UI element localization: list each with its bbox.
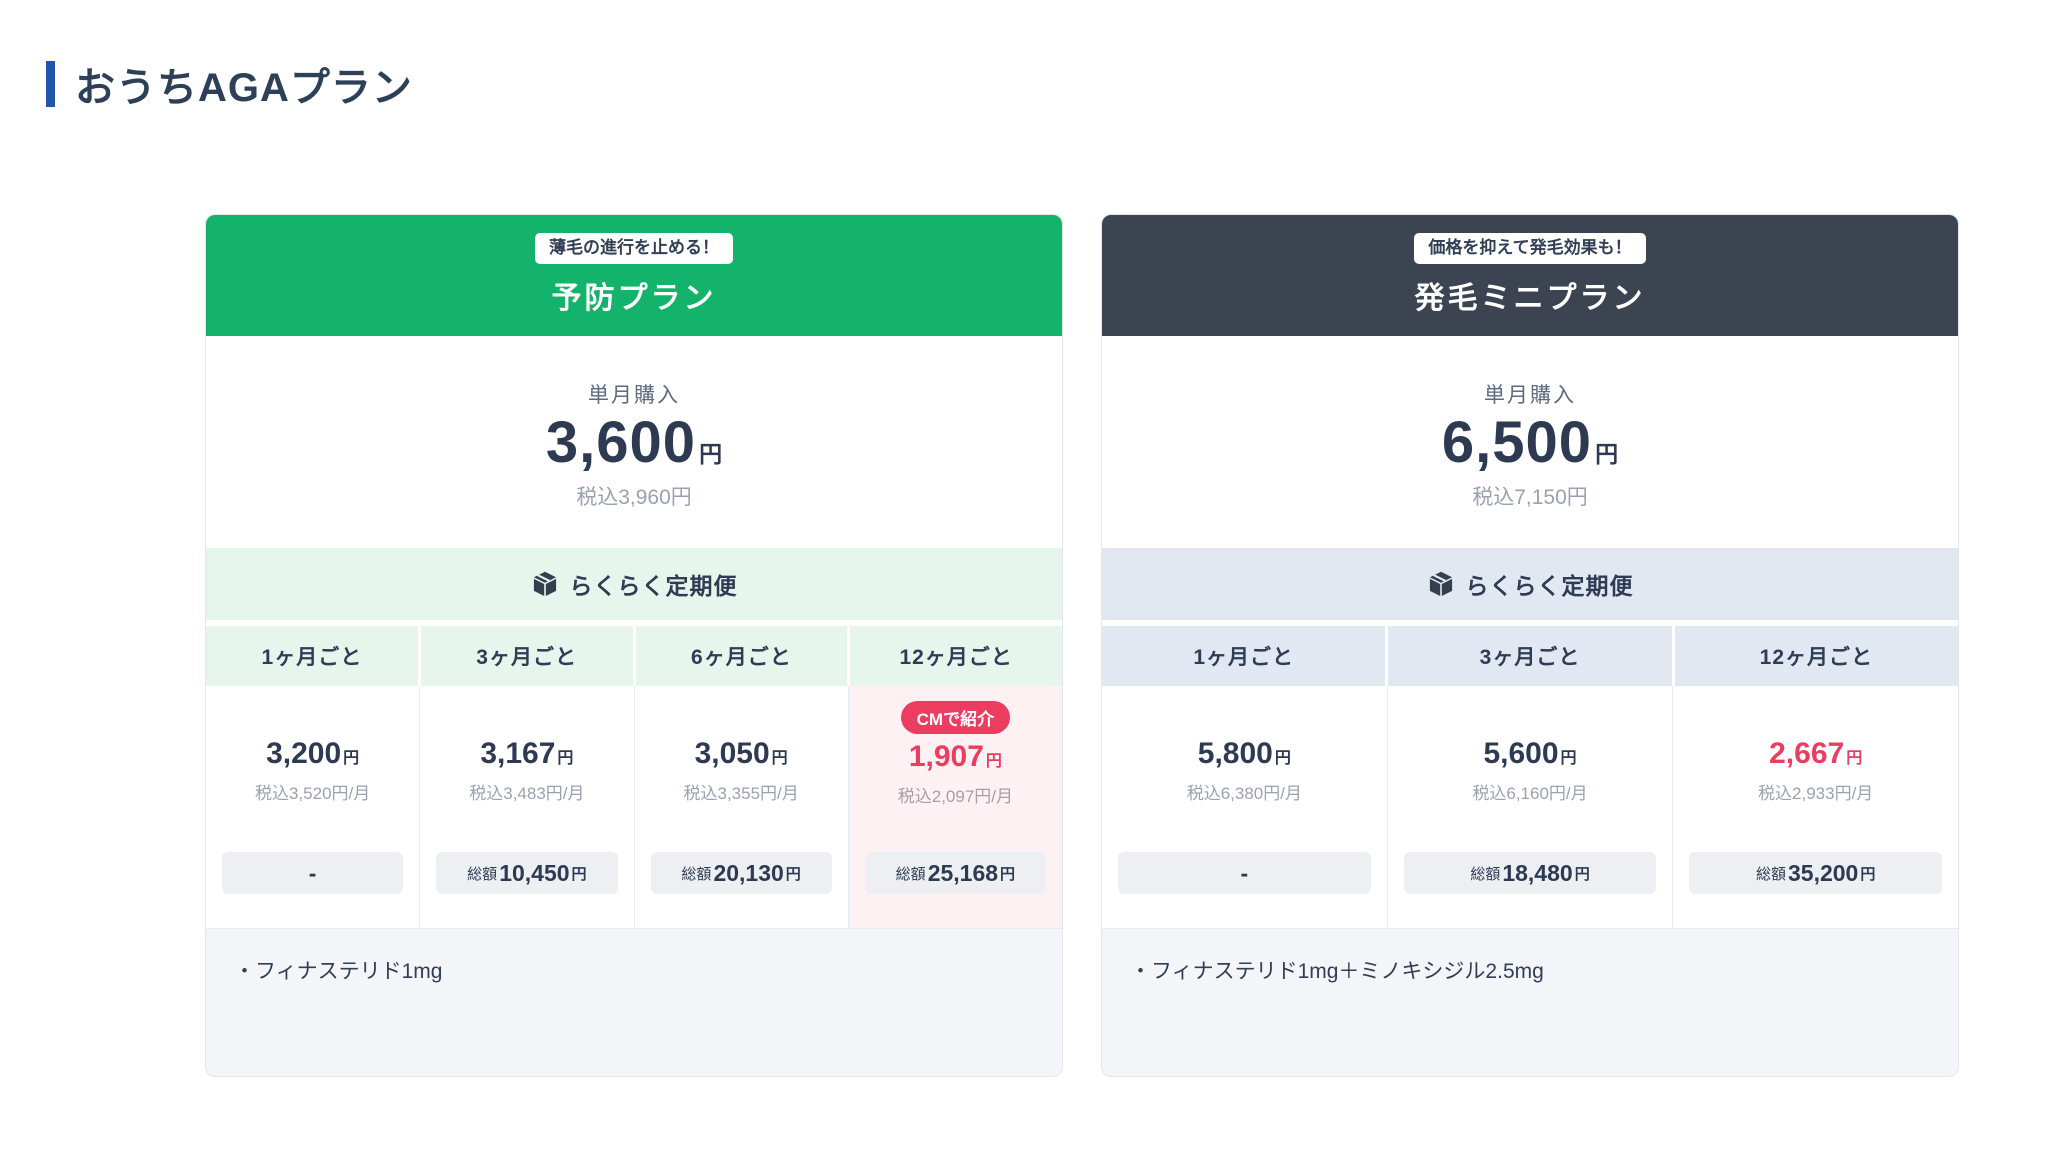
total-pill: -	[1118, 852, 1371, 894]
interval-price: 3,050 円	[695, 736, 788, 772]
single-purchase-section: 単月購入 6,500 円 税込7,150円	[1102, 336, 1958, 548]
total-pill: -	[222, 852, 404, 894]
interval-price: 2,667 円	[1769, 736, 1862, 772]
single-purchase-price: 3,600 円	[546, 411, 722, 475]
price-number: 3,600	[545, 410, 697, 476]
price-cell-12month: 2,667 円 税込2,933円/月 総額 35,200 円	[1673, 686, 1958, 928]
price-number: 5,600	[1483, 737, 1559, 770]
total-pill: 総額 35,200 円	[1689, 852, 1943, 894]
price-number: 3,167	[480, 737, 556, 770]
price-number: 6,500	[1441, 410, 1593, 476]
total-pill: 総額 10,450 円	[436, 852, 618, 894]
plan-header-prevention: 薄毛の進行を止める！ 予防プラン	[206, 215, 1062, 336]
price-cell-3month: 5,600 円 税込6,160円/月 総額 18,480 円	[1387, 686, 1674, 928]
price-unit: 円	[985, 753, 1002, 770]
price-unit: 円	[343, 750, 360, 767]
interval-price: 3,200 円	[266, 736, 359, 772]
interval-header-row: 1ヶ月ごと 3ヶ月ごと 12ヶ月ごと	[1102, 626, 1958, 686]
plan-ingredients-note: ・フィナステリド1mg＋ミノキシジル2.5mg	[1102, 928, 1958, 1076]
price-cell-3month: 3,167 円 税込3,483円/月 総額 10,450 円	[420, 686, 635, 928]
price-number: 1,907	[908, 740, 984, 773]
interval-price: 3,167 円	[480, 736, 573, 772]
interval-tax: 税込6,160円/月	[1472, 784, 1588, 803]
package-icon	[533, 571, 556, 597]
plan-card-prevention: 薄毛の進行を止める！ 予防プラン 単月購入 3,600 円 税込3,960円	[205, 214, 1063, 1077]
interval-price-row: 5,800 円 税込6,380円/月 - 5,600 円 税込6,	[1102, 686, 1958, 928]
interval-tax: 税込6,380円/月	[1186, 784, 1302, 803]
price-cell-12month-highlight: CMで紹介 1,907 円 税込2,097円/月 総額 25,168 円	[848, 686, 1062, 928]
single-purchase-tax: 税込3,960円	[576, 485, 692, 509]
cm-featured-badge: CMで紹介	[900, 701, 1011, 734]
plan-header-hairgrowth: 価格を抑えて発毛効果も！ 発毛ミニプラン	[1102, 215, 1958, 336]
single-purchase-tax: 税込7,150円	[1472, 485, 1588, 509]
interval-header: 12ヶ月ごと	[1674, 626, 1958, 686]
interval-header: 1ヶ月ごと	[206, 626, 418, 686]
subscription-label: らくらく定期便	[1465, 573, 1634, 599]
interval-tax: 税込2,933円/月	[1758, 784, 1874, 803]
subscription-label: らくらく定期便	[569, 573, 738, 599]
interval-tax: 税込2,097円/月	[897, 787, 1013, 806]
subscription-band: らくらく定期便	[206, 548, 1062, 620]
plan-card-hairgrowth-mini: 価格を抑えて発毛効果も！ 発毛ミニプラン 単月購入 6,500 円 税込7,15…	[1101, 214, 1959, 1077]
total-pill: 総額 20,130 円	[650, 852, 832, 894]
title-accent-bar	[46, 61, 55, 107]
total-pill: 総額 18,480 円	[1403, 852, 1657, 894]
price-number: 3,200	[266, 737, 342, 770]
price-number: 2,667	[1769, 737, 1845, 770]
single-purchase-label: 単月購入	[588, 384, 680, 408]
plan-ingredients-note: ・フィナステリド1mg	[206, 928, 1062, 1076]
price-unit: 円	[1274, 750, 1291, 767]
single-purchase-label: 単月購入	[1484, 384, 1576, 408]
interval-header: 6ヶ月ごと	[635, 626, 848, 686]
interval-tax: 税込3,483円/月	[469, 784, 585, 803]
interval-header: 1ヶ月ごと	[1102, 626, 1386, 686]
interval-price: 1,907 円	[909, 739, 1002, 775]
price-unit: 円	[771, 750, 788, 767]
price-number: 3,050	[694, 737, 770, 770]
interval-price-row: 3,200 円 税込3,520円/月 - 3,167 円 税込3,	[206, 686, 1062, 928]
plan-name: 予防プラン	[551, 281, 717, 315]
page-title-text: おうちAGAプラン	[75, 66, 413, 110]
price-cell-1month: 3,200 円 税込3,520円/月 -	[206, 686, 421, 928]
single-purchase-price: 6,500 円	[1442, 411, 1618, 475]
plan-catch-badge: 薄毛の進行を止める！	[535, 233, 733, 264]
package-icon	[1429, 571, 1452, 597]
price-unit: 円	[557, 750, 574, 767]
price-unit: 円	[699, 441, 723, 468]
price-cell-6month: 3,050 円 税込3,355円/月 総額 20,130 円	[634, 686, 849, 928]
plan-name: 発毛ミニプラン	[1414, 281, 1646, 315]
interval-header: 3ヶ月ごと	[420, 626, 633, 686]
interval-tax: 税込3,520円/月	[254, 784, 371, 803]
interval-header-row: 1ヶ月ごと 3ヶ月ごと 6ヶ月ごと 12ヶ月ごと	[206, 626, 1062, 686]
interval-tax: 税込3,355円/月	[683, 784, 799, 803]
interval-price: 5,800 円	[1198, 736, 1291, 772]
price-number: 5,800	[1197, 737, 1273, 770]
price-unit: 円	[1846, 750, 1863, 767]
page-title: おうちAGAプラン	[46, 58, 2048, 110]
plan-catch-badge: 価格を抑えて発毛効果も！	[1414, 233, 1646, 264]
interval-header: 12ヶ月ごと	[850, 626, 1062, 686]
single-purchase-section: 単月購入 3,600 円 税込3,960円	[206, 336, 1062, 548]
subscription-band: らくらく定期便	[1102, 548, 1958, 620]
interval-header: 3ヶ月ごと	[1388, 626, 1672, 686]
plan-cards: 薄毛の進行を止める！ 予防プラン 単月購入 3,600 円 税込3,960円	[205, 214, 2048, 1077]
price-unit: 円	[1560, 750, 1577, 767]
price-cell-1month: 5,800 円 税込6,380円/月 -	[1102, 686, 1388, 928]
price-unit: 円	[1595, 441, 1619, 468]
total-pill: 総額 25,168 円	[864, 852, 1046, 894]
interval-price: 5,600 円	[1483, 736, 1576, 772]
